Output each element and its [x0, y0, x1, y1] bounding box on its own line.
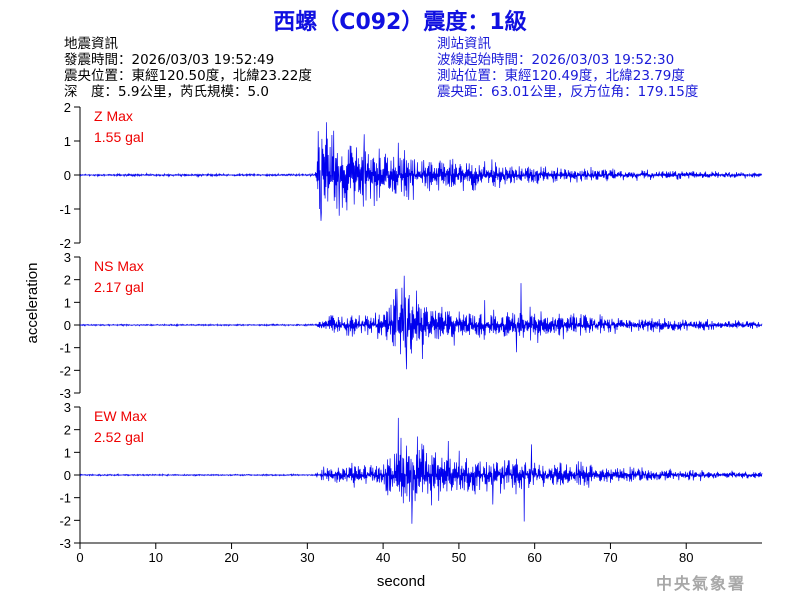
epicenter: 震央位置：東經120.50度，北緯23.22度 [64, 68, 312, 84]
y-tick-label: 3 [64, 400, 71, 415]
depth-magnitude: 深 度：5.9公里，芮氏規模：5.0 [64, 84, 269, 100]
y-tick-label: -2 [59, 513, 71, 528]
origin-time: 發震時間：2026/03/03 19:52:49 [64, 52, 275, 68]
chart-title: 西螺（C092）震度：1級 [273, 10, 527, 35]
y-tick-label: -1 [59, 341, 71, 356]
y-tick-label: 0 [64, 468, 71, 483]
epicentral-distance: 震央距：63.01公里，反方位角：179.15度 [437, 84, 699, 100]
max-value-label: 2.17 gal [94, 279, 144, 295]
station-info-heading: 測站資訊 [437, 36, 491, 52]
waveform-trace [79, 275, 763, 370]
component-label: NS Max [94, 258, 144, 274]
waveform-trace [79, 122, 763, 221]
x-tick-label: 30 [300, 550, 314, 565]
y-tick-label: 0 [64, 318, 71, 333]
x-tick-label: 60 [527, 550, 541, 565]
component-label: Z Max [94, 108, 133, 124]
x-axis-title: second [377, 573, 425, 590]
station-location: 測站位置：東經120.49度，北緯23.79度 [437, 68, 685, 84]
quake-info: 地震資訊 發震時間：2026/03/03 19:52:49 震央位置：東經120… [64, 36, 312, 100]
y-axis-title: acceleration [24, 263, 41, 344]
x-tick-label: 70 [603, 550, 617, 565]
x-tick-label: 50 [452, 550, 466, 565]
quake-info-heading: 地震資訊 [64, 36, 118, 52]
y-tick-label: 2 [64, 273, 71, 288]
agency-watermark: 中央氣象署 [656, 574, 747, 593]
station-info: 測站資訊 波線起始時間：2026/03/03 19:52:30 測站位置：東經1… [437, 36, 698, 100]
panel-ns: -3 -2 -1 0 1 2 3 NS Max 2.17 gal [59, 250, 763, 401]
x-tick-label: 40 [376, 550, 390, 565]
y-tick-label: -2 [59, 363, 71, 378]
x-tick-label: 0 [76, 550, 83, 565]
y-tick-label: 1 [64, 445, 71, 460]
panel-z: -2 -1 0 1 2 Z Max 1.55 gal [59, 100, 763, 251]
y-tick-label: -2 [59, 236, 71, 251]
panel-ew: -3 -2 -1 0 1 2 3 EW Max 2.52 gal [59, 400, 763, 551]
y-tick-label: 3 [64, 250, 71, 265]
waveform-trace [79, 417, 763, 524]
x-tick-label: 20 [224, 550, 238, 565]
y-tick-label: 2 [64, 423, 71, 438]
max-value-label: 2.52 gal [94, 429, 144, 445]
y-tick-label: 0 [64, 168, 71, 183]
y-tick-label: 1 [64, 295, 71, 310]
x-tick-label: 10 [149, 550, 163, 565]
y-tick-label: 2 [64, 100, 71, 115]
x-tick-label: 80 [679, 550, 693, 565]
max-value-label: 1.55 gal [94, 129, 144, 145]
component-label: EW Max [94, 408, 147, 424]
y-tick-label: -3 [59, 536, 71, 551]
y-tick-label: -1 [59, 491, 71, 506]
wave-start-time: 波線起始時間：2026/03/03 19:52:30 [437, 52, 675, 68]
y-tick-label: -1 [59, 202, 71, 217]
y-tick-label: -3 [59, 386, 71, 401]
y-tick-label: 1 [64, 134, 71, 149]
